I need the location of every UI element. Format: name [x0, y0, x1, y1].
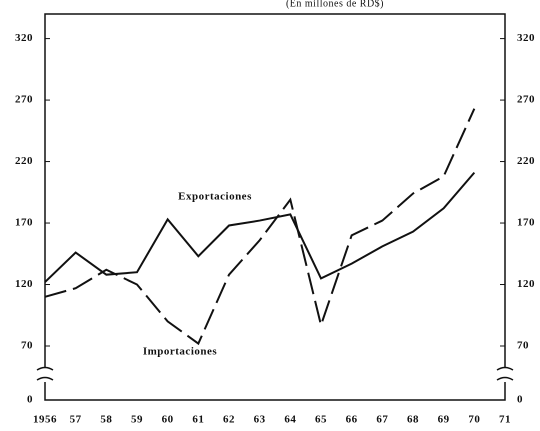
- series-line: [44, 108, 476, 346]
- axis-break-gap: [42, 368, 48, 382]
- x-tick-label: 66: [346, 414, 358, 426]
- series-line: [44, 171, 476, 283]
- x-tick-label: 59: [131, 414, 143, 426]
- x-tick-label: 60: [162, 414, 174, 426]
- y2-tick-label: 270: [517, 94, 535, 106]
- x-tick-label: 70: [468, 414, 480, 426]
- axis-break-gap: [502, 368, 508, 382]
- axis-break: [36, 366, 54, 381]
- y2-tick-label: 320: [517, 32, 535, 44]
- series-label: Exportaciones: [178, 191, 252, 203]
- y-tick-label: 70: [21, 340, 33, 352]
- y-tick-label: 170: [15, 217, 33, 229]
- y-tick-label: 0: [27, 394, 33, 406]
- x-tick-label: 58: [100, 414, 112, 426]
- x-tick-label: 67: [376, 414, 388, 426]
- y2-tick-label: 70: [517, 340, 529, 352]
- x-tick-label: 62: [223, 414, 235, 426]
- x-tick-label: 61: [192, 414, 204, 426]
- y-tick-label: 220: [15, 155, 33, 167]
- x-tick-label: 64: [284, 414, 296, 426]
- x-tick-label: 57: [70, 414, 82, 426]
- x-tick-label: 71: [499, 414, 511, 426]
- chart-subtitle: (En millones de RD$): [286, 0, 384, 9]
- axis-break: [496, 366, 514, 381]
- x-tick-label: 69: [438, 414, 450, 426]
- y2-tick-label: 170: [517, 217, 535, 229]
- y-tick-label: 270: [15, 94, 33, 106]
- x-tick-label: 63: [254, 414, 266, 426]
- series-label: Importaciones: [143, 346, 218, 358]
- y-tick-label: 120: [15, 278, 33, 290]
- x-tick-label: 1956: [33, 414, 57, 426]
- x-tick-label: 68: [407, 414, 419, 426]
- y2-tick-label: 220: [517, 155, 535, 167]
- y-tick-label: 320: [15, 32, 33, 44]
- y2-tick-label: 0: [517, 394, 523, 406]
- x-tick-label: 65: [315, 414, 327, 426]
- y2-tick-label: 120: [517, 278, 535, 290]
- plot-frame: [44, 13, 506, 401]
